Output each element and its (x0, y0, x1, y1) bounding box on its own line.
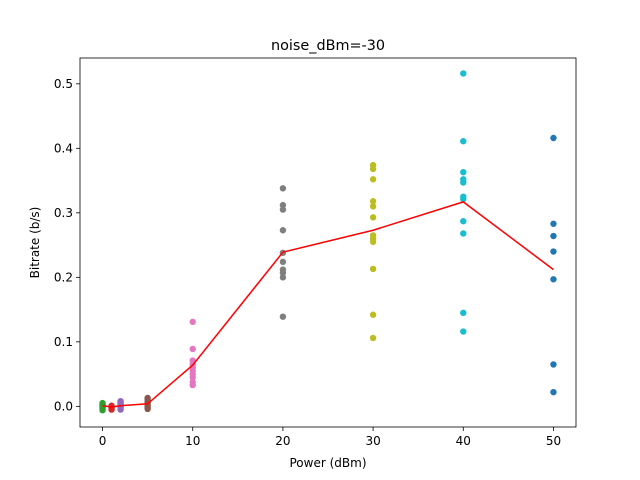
scatter-point (550, 220, 557, 227)
scatter-point (369, 334, 377, 342)
scatter-point (369, 203, 377, 210)
scatter-point (189, 345, 196, 353)
scatter-point (460, 230, 467, 237)
scatter-point (550, 276, 557, 283)
mean-line (102, 201, 554, 408)
scatter-point (279, 274, 287, 281)
scatter-point (550, 232, 557, 240)
y-tick-label: 0.0 (54, 400, 73, 414)
scatter-point (460, 168, 467, 176)
x-axis-label: Power (dBm) (290, 456, 367, 470)
scatter-point (99, 401, 106, 409)
scatter-point (189, 374, 196, 381)
scatter-point (189, 381, 196, 389)
y-tick-label: 0.5 (54, 77, 73, 91)
y-tick-label: 0.4 (54, 142, 73, 156)
scatter-point (460, 218, 467, 225)
y-tick-label: 0.3 (54, 206, 73, 220)
scatter-point (550, 361, 557, 368)
scatter-point (460, 328, 467, 335)
x-tick-label: 40 (456, 434, 471, 448)
scatter-point (189, 318, 196, 326)
axes-frame (79, 57, 577, 428)
x-tick-label: 10 (185, 434, 200, 448)
x-tick-label: 30 (365, 434, 380, 448)
scatter-point (99, 407, 106, 414)
scatter-point (460, 138, 467, 145)
scatter-point (460, 70, 467, 77)
scatter-point (369, 265, 377, 273)
scatter-point (550, 388, 557, 396)
scatter-point (279, 206, 287, 213)
scatter-point (369, 165, 377, 173)
x-tick-label: 50 (546, 434, 561, 448)
y-tick-label: 0.1 (54, 335, 73, 349)
scatter-point (369, 198, 377, 205)
scatter-point (369, 238, 377, 246)
scatter-point (460, 309, 467, 317)
scatter-point (369, 311, 377, 318)
scatter-point (108, 406, 115, 413)
scatter-point (369, 214, 377, 221)
scatter-point (550, 134, 557, 142)
y-tick-label: 0.2 (54, 271, 73, 285)
scatter-point (117, 406, 124, 413)
chart-title: noise_dBm=-30 (271, 38, 385, 54)
x-tick-label: 0 (99, 434, 107, 448)
plot-area (99, 70, 557, 414)
scatter-point (279, 313, 287, 320)
scatter-point (279, 185, 287, 192)
scatter-point (279, 201, 287, 209)
scatter-point (369, 176, 377, 183)
scatter-point (460, 179, 467, 186)
scatter-point (550, 248, 557, 255)
scatter-point (279, 227, 287, 234)
scatter-point (460, 196, 467, 203)
scatter-point (279, 258, 287, 266)
scatter-point (279, 269, 287, 277)
x-tick-label: 20 (275, 434, 290, 448)
y-axis: 0.0 0.1 0.2 0.3 0.4 0.5 (54, 77, 80, 414)
x-axis: 0 10 20 30 40 50 (99, 427, 561, 448)
scatter-point (144, 405, 151, 413)
y-axis-label: Bitrate (b/s) (28, 207, 42, 279)
